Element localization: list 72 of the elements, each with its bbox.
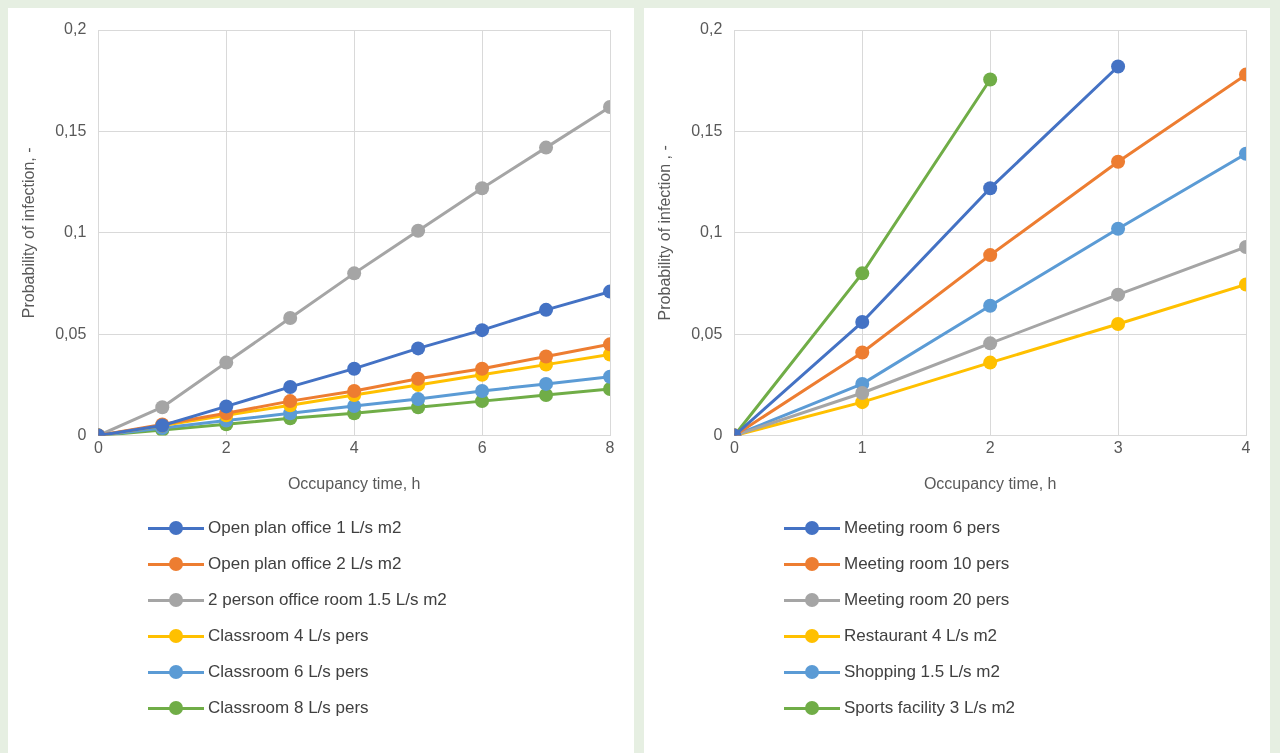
point: [347, 361, 362, 376]
x-tick-label: 0: [729, 438, 739, 456]
point: [1111, 154, 1126, 169]
x-tick-label: 1: [857, 438, 867, 456]
legend-label: Open plan office 1 L/s m2: [208, 518, 402, 538]
x-tick-label: 6: [477, 438, 487, 456]
legend-label: Meeting room 20 pers: [844, 590, 1010, 610]
point: [347, 266, 362, 281]
point: [347, 383, 362, 398]
point: [411, 223, 426, 238]
x-tick-label: 4: [1241, 438, 1251, 456]
x-tick-label: 8: [605, 438, 615, 456]
y-tick-label: 0,2: [64, 20, 87, 38]
point: [1111, 221, 1126, 236]
legend-label: Classroom 4 L/s pers: [208, 626, 369, 646]
y-axis-title: Probability of infection , -: [656, 145, 674, 321]
legend-label: Restaurant 4 L/s m2: [844, 626, 998, 646]
point: [855, 345, 870, 360]
y-tick-label: 0,15: [55, 121, 87, 139]
point: [539, 376, 554, 391]
y-tick-label: 0,1: [64, 223, 87, 241]
y-tick-label: 0,2: [700, 20, 723, 38]
point: [983, 355, 998, 370]
y-tick-label: 0,05: [691, 324, 723, 342]
point: [475, 361, 490, 376]
point: [539, 140, 554, 155]
x-axis-title: Occupancy time, h: [923, 474, 1057, 492]
x-tick-label: 0: [93, 438, 103, 456]
y-tick-label: 0: [77, 426, 87, 444]
point: [155, 400, 170, 415]
legend-label: Classroom 8 L/s pers: [208, 698, 369, 718]
point: [1111, 317, 1126, 332]
point: [283, 379, 298, 394]
point: [475, 383, 490, 398]
legend-label: Shopping 1.5 L/s m2: [844, 662, 1000, 682]
x-tick-label: 2: [985, 438, 995, 456]
point: [983, 72, 998, 87]
x-tick-label: 4: [349, 438, 359, 456]
point: [1111, 59, 1126, 74]
point: [1111, 287, 1126, 302]
point: [983, 336, 998, 351]
point: [219, 355, 234, 370]
point: [855, 386, 870, 401]
y-tick-label: 0: [713, 426, 723, 444]
point: [475, 323, 490, 338]
point: [475, 181, 490, 196]
x-axis-title: Occupancy time, h: [287, 474, 421, 492]
point: [983, 248, 998, 263]
point: [983, 298, 998, 313]
point: [539, 302, 554, 317]
point: [283, 310, 298, 325]
point: [983, 181, 998, 196]
x-tick-label: 2: [221, 438, 231, 456]
point: [411, 371, 426, 386]
point: [283, 394, 298, 409]
legend-label: Meeting room 10 pers: [844, 554, 1010, 574]
point: [411, 341, 426, 356]
point: [855, 266, 870, 281]
legend-label: Classroom 6 L/s pers: [208, 662, 369, 682]
point: [539, 349, 554, 364]
y-tick-label: 0,15: [691, 121, 723, 139]
legend-label: Meeting room 6 pers: [844, 518, 1000, 538]
x-tick-label: 3: [1113, 438, 1123, 456]
legend-label: Sports facility 3 L/s m2: [844, 698, 1016, 718]
legend-label: Open plan office 2 L/s m2: [208, 554, 402, 574]
y-axis-title: Probability of infection, -: [20, 147, 38, 319]
point: [219, 399, 234, 414]
legend-label: 2 person office room 1.5 L/s m2: [208, 590, 447, 610]
point: [411, 392, 426, 407]
y-tick-label: 0,1: [700, 223, 723, 241]
point: [855, 315, 870, 330]
y-tick-label: 0,05: [55, 324, 87, 342]
